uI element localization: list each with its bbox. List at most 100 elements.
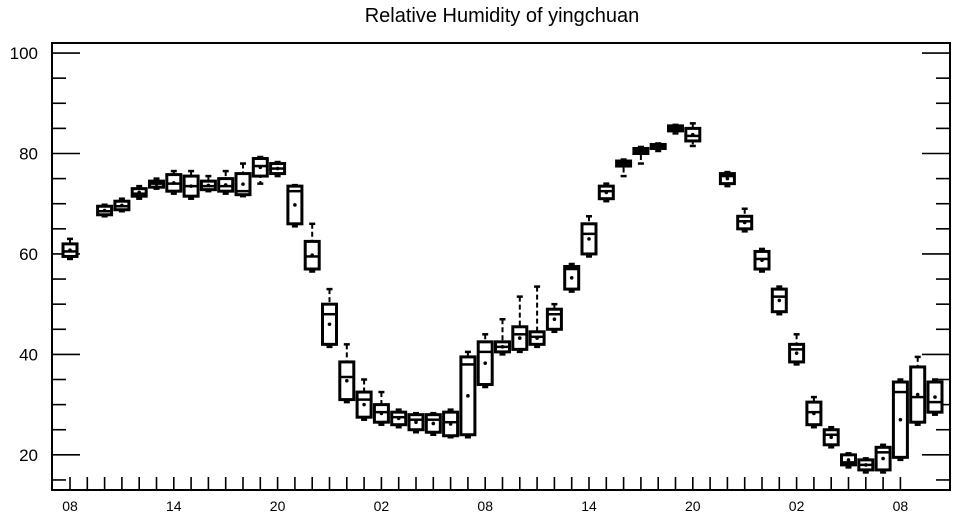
box-mean-dot	[881, 456, 885, 461]
box-hour-12	[269, 160, 287, 178]
box-mean-dot	[725, 176, 730, 181]
box-mean-dot	[154, 182, 159, 186]
x-tick-label: 02	[374, 498, 390, 514]
box-mean-dot	[206, 183, 211, 188]
y-tick-label: 100	[10, 44, 38, 63]
box-mean-dot	[518, 336, 522, 340]
y-tick-label: 20	[19, 446, 38, 465]
box-hour-23	[459, 350, 477, 439]
box-mean-dot	[466, 394, 470, 398]
box-mean-dot	[777, 298, 782, 303]
box-mean-dot	[293, 203, 297, 207]
box-mean-dot	[500, 345, 505, 349]
box-mean-dot	[223, 183, 228, 187]
box-hour-34	[649, 142, 667, 153]
box-mean-dot	[552, 317, 557, 322]
box-hour-17	[355, 378, 373, 421]
box-mean-dot	[794, 351, 799, 355]
box-hour-38	[718, 170, 736, 188]
x-tick-label: 08	[477, 498, 493, 514]
y-tick-label: 80	[19, 144, 38, 163]
box-hour-11	[251, 155, 269, 185]
box-hour-42	[788, 333, 806, 366]
x-tick-label: 20	[270, 498, 286, 514]
box-hour-50	[926, 378, 944, 416]
box-hour-8	[199, 174, 217, 193]
box-hour-10	[234, 162, 252, 198]
box-hour-25	[494, 317, 511, 356]
box-mean-dot	[569, 276, 574, 280]
box-hour-41	[770, 285, 788, 316]
box-hour-33	[632, 145, 650, 165]
box-hour-21	[424, 411, 442, 437]
box-hour-46	[857, 457, 875, 474]
box-mean-dot	[933, 395, 937, 399]
box-mean-dot	[898, 417, 903, 422]
box-mean-dot	[379, 411, 384, 416]
box-hour-7	[182, 169, 200, 200]
y-axis: 20 40 60 80 100	[10, 44, 950, 481]
box-hour-18	[372, 390, 390, 426]
y-tick-label: 60	[19, 245, 38, 264]
box-hour-0	[61, 237, 79, 261]
box-hour-40	[753, 247, 771, 273]
box-mean-dot	[604, 190, 609, 195]
box-mean-dot	[396, 416, 401, 421]
x-tick-label: 14	[581, 498, 597, 514]
box-hour-2	[96, 203, 114, 218]
box-mean-dot	[137, 190, 141, 195]
box-hour-27	[528, 285, 546, 349]
box-mean-dot	[483, 361, 488, 365]
box-hour-19	[390, 408, 408, 429]
box-mean-dot	[846, 458, 851, 462]
box-hour-9	[217, 169, 235, 195]
box-mean-dot	[812, 411, 816, 416]
box-hour-13	[286, 183, 304, 228]
box-hour-43	[805, 395, 823, 429]
box-mean-dot	[448, 422, 453, 426]
box-mean-dot	[621, 161, 626, 166]
box-hour-22	[442, 408, 460, 439]
chart-title: Relative Humidity of yingchuan	[365, 5, 640, 27]
box-hour-28	[545, 302, 563, 334]
box-hour-16	[338, 343, 356, 404]
box-mean-dot	[829, 435, 833, 440]
box-mean-dot	[431, 421, 436, 426]
box-hour-26	[511, 295, 529, 354]
box-mean-dot	[102, 208, 107, 213]
box-hour-48	[891, 378, 909, 462]
box-mean-dot	[915, 392, 920, 397]
box-mean-dot	[760, 258, 764, 263]
box-mean-dot	[362, 402, 366, 407]
box-hour-36	[684, 122, 702, 148]
x-tick-label: 20	[685, 498, 701, 514]
box-hour-30	[580, 215, 598, 258]
box-hour-35	[667, 123, 684, 135]
box-hour-4	[130, 184, 148, 200]
box-mean-dot	[172, 181, 176, 185]
box-hour-44	[822, 425, 840, 449]
box-mean-dot	[258, 165, 263, 170]
box-mean-dot	[414, 420, 418, 424]
box-hour-3	[113, 197, 131, 213]
box-mean-dot	[864, 463, 868, 467]
box-mean-dot	[587, 237, 591, 241]
box-hour-29	[563, 262, 581, 293]
box-mean-dot	[327, 322, 332, 327]
box-hour-24	[476, 333, 494, 389]
box-mean-dot	[241, 182, 245, 186]
box-hour-39	[736, 207, 754, 233]
box-hour-32	[615, 158, 633, 178]
box-mean-dot	[535, 336, 539, 340]
box-mean-dot	[275, 166, 280, 171]
x-tick-label: 14	[166, 498, 182, 514]
box-mean-dot	[691, 132, 695, 137]
x-tick-label: 08	[62, 498, 78, 514]
box-mean-dot	[656, 144, 660, 149]
box-mean-dot	[742, 220, 747, 225]
box-hour-20	[407, 411, 425, 434]
x-tick-label: 02	[789, 498, 805, 514]
box-hour-5	[148, 177, 165, 190]
box-mean-dot	[639, 149, 643, 153]
